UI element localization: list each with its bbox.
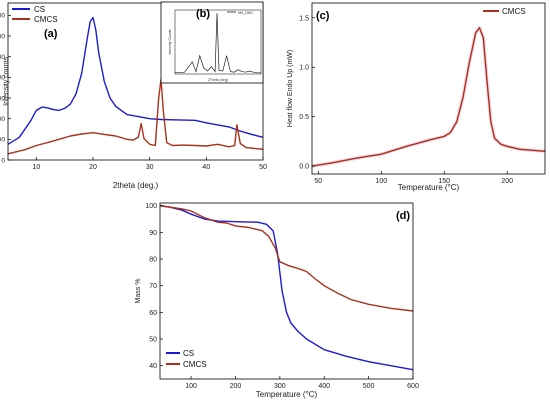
x-axis-label: 2theta (deg.) <box>113 181 159 190</box>
legend-label: CS <box>34 5 45 14</box>
y-tick-label: 0.5 <box>299 114 309 121</box>
x-tick-label: 20 <box>89 164 97 171</box>
series-line-cmcs <box>159 205 414 312</box>
y-tick-label: 35,000 <box>0 13 5 20</box>
x-axis-label: Temperature (°C) <box>398 183 460 192</box>
y-axis-label: Intensity Counts <box>168 29 172 54</box>
y-tick-label: 70 <box>149 283 157 290</box>
panel-label-b: (b) <box>196 8 210 20</box>
y-tick-label: 50 <box>149 336 157 343</box>
y-tick-label: 25,000 <box>0 54 5 61</box>
x-tick-label: 30 <box>146 164 154 171</box>
y-tick-label: 40 <box>149 363 157 370</box>
y-tick-label: 1.5 <box>299 15 309 22</box>
series-glow-cmcs <box>311 25 546 168</box>
legend-label: CMCS <box>502 7 526 16</box>
x-tick-label: 500 <box>363 383 375 390</box>
x-tick-label: 600 <box>407 383 419 390</box>
x-tick-label: 40 <box>202 164 210 171</box>
series-line-cmcs <box>311 27 546 167</box>
x-tick-label: 50 <box>259 164 267 171</box>
legend-label: NH_CMC <box>238 11 253 15</box>
series-line-cs <box>159 205 414 371</box>
y-axis-label: Heat flow Endo Up (mW) <box>287 50 294 127</box>
y-tick-label: 60 <box>149 310 157 317</box>
y-tick-label: 30,000 <box>0 33 5 40</box>
plot-frame-b <box>174 9 262 75</box>
panel-label-d: (d) <box>396 210 410 222</box>
y-axis-label: Intensity counts <box>3 57 10 106</box>
legend-label: CMCS <box>183 360 207 369</box>
inset-b-background <box>160 1 264 84</box>
x-tick-label: 300 <box>274 383 286 390</box>
plot-frame-d <box>159 202 414 380</box>
y-tick-label: 20,000 <box>0 75 5 82</box>
x-tick-label: 400 <box>318 383 330 390</box>
y-axis-label: Mass % <box>135 279 142 304</box>
y-tick-label: 15,000 <box>0 95 5 102</box>
x-tick-label: 50 <box>314 178 322 185</box>
y-tick-label: 90 <box>149 230 157 237</box>
series-line-cs <box>7 16 264 145</box>
y-tick-label: 10,000 <box>0 116 5 123</box>
y-tick-label: 100 <box>145 203 157 210</box>
plot-frame-c <box>311 2 546 175</box>
panel-label-c: (c) <box>316 10 330 22</box>
legend-label: CS <box>183 349 194 358</box>
x-tick-label: 200 <box>230 383 242 390</box>
y-tick-label: 0 <box>1 157 5 164</box>
y-tick-label: 0.0 <box>299 164 309 171</box>
x-axis-label: 2Theta (deg) <box>208 78 228 82</box>
series-line-cmcs <box>7 78 264 155</box>
panel-label-a: (a) <box>44 28 58 40</box>
legend-label: CMCS <box>34 15 58 24</box>
x-tick-label: 10 <box>32 164 40 171</box>
y-tick-label: 80 <box>149 256 157 263</box>
y-tick-label: 1.0 <box>299 65 309 72</box>
series-line-nh-cmc <box>174 12 261 74</box>
x-tick-label: 100 <box>185 383 197 390</box>
x-axis-label: Temperature (°C) <box>256 390 318 399</box>
x-tick-label: 150 <box>438 178 450 185</box>
x-tick-label: 200 <box>501 178 513 185</box>
x-tick-label: 100 <box>375 178 387 185</box>
y-tick-label: 5,000 <box>0 137 5 144</box>
